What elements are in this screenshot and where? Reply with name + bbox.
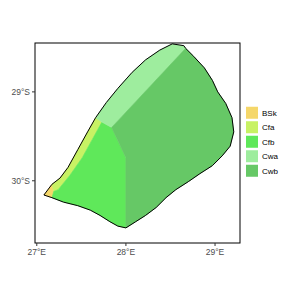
x-tick — [215, 243, 216, 246]
background — [0, 0, 300, 292]
x-tick-label: 28°E — [117, 247, 136, 257]
legend-label: Cfa — [262, 123, 275, 132]
y-tick — [32, 180, 35, 181]
legend-label: Cfb — [262, 138, 275, 147]
legend-label: Cwa — [262, 152, 279, 161]
x-tick-label: 29°E — [206, 247, 225, 257]
regions — [44, 44, 234, 228]
legend-swatch — [246, 121, 258, 133]
map-figure: 27°E 28°E 29°E 30°S 29°S BSk Cfa Cfb Cwa Cwb — [0, 0, 300, 292]
legend-label: BSk — [262, 109, 278, 118]
y-tick-label: 30°S — [11, 176, 30, 186]
x-tick — [125, 243, 126, 246]
legend: BSk Cfa Cfb Cwa Cwb — [246, 107, 279, 177]
legend-swatch — [246, 165, 258, 177]
legend-swatch — [246, 150, 258, 162]
country-border — [44, 44, 234, 228]
legend-swatch — [246, 136, 258, 148]
legend-swatch — [246, 107, 258, 119]
x-tick-label: 27°E — [28, 247, 47, 257]
y-tick-label: 29°S — [11, 87, 30, 97]
climate-region — [52, 122, 126, 228]
y-tick — [32, 91, 35, 92]
x-tick — [36, 243, 37, 246]
legend-label: Cwb — [262, 167, 279, 176]
plot-frame — [35, 43, 240, 243]
